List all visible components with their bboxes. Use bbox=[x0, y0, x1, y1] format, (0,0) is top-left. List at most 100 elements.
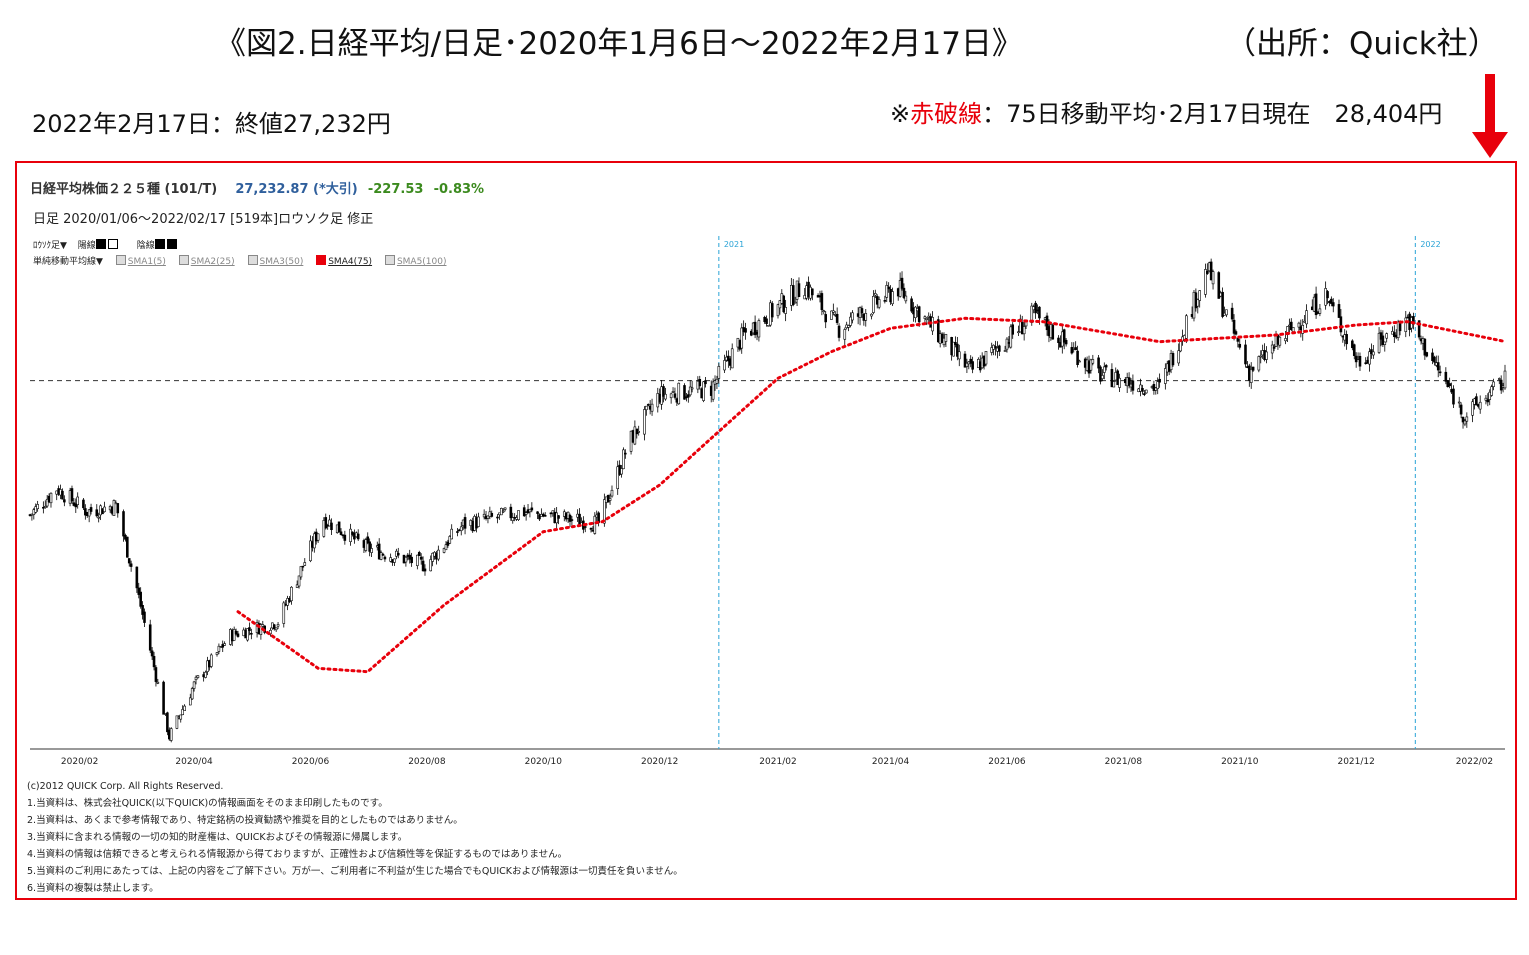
candle-body bbox=[1492, 381, 1495, 387]
candle-body bbox=[1433, 356, 1436, 363]
candle-body bbox=[370, 548, 373, 553]
sma-legend-label[interactable]: 単純移動平均線▼ bbox=[33, 257, 103, 267]
sma1-label[interactable]: SMA1(5) bbox=[127, 257, 166, 267]
candle-body bbox=[1270, 344, 1274, 354]
candle-body bbox=[984, 351, 988, 365]
candle-body bbox=[650, 403, 654, 412]
candle-body bbox=[683, 385, 686, 400]
candle-body bbox=[1278, 336, 1282, 346]
candle-body bbox=[309, 540, 312, 562]
candle-body bbox=[1289, 321, 1293, 330]
x-tick-label: 2021/10 bbox=[1221, 757, 1259, 767]
candle-body bbox=[1297, 322, 1301, 328]
candle-body bbox=[84, 508, 87, 516]
candle-body bbox=[482, 513, 486, 518]
candle-body bbox=[316, 533, 320, 541]
candle-body bbox=[1471, 401, 1474, 416]
sma3-checkbox[interactable] bbox=[247, 255, 258, 265]
candle-body bbox=[511, 517, 515, 521]
candle-body bbox=[528, 508, 532, 513]
candle-body bbox=[509, 506, 513, 519]
candle-body bbox=[421, 560, 425, 572]
candle-body bbox=[1457, 401, 1461, 404]
candle-body bbox=[860, 308, 864, 314]
candle-body bbox=[717, 366, 721, 379]
candle-body bbox=[1431, 352, 1434, 361]
sma2-label[interactable]: SMA2(25) bbox=[190, 257, 235, 267]
year-marker-label: 2022 bbox=[1420, 240, 1440, 249]
candle-body bbox=[1305, 310, 1308, 325]
candle-legend-label[interactable]: ﾛｳｿｸ足▼ bbox=[33, 241, 67, 251]
candle-body bbox=[148, 624, 152, 651]
candle-body bbox=[143, 611, 146, 623]
sma5-label[interactable]: SMA5(100) bbox=[396, 257, 447, 267]
candle-body bbox=[589, 527, 593, 530]
sma1-checkbox[interactable] bbox=[115, 255, 126, 265]
candle-body bbox=[1009, 326, 1013, 348]
candle-body bbox=[1423, 338, 1427, 356]
candle-body bbox=[757, 320, 761, 338]
sma5-checkbox[interactable] bbox=[384, 255, 395, 265]
candle-body bbox=[1238, 343, 1242, 348]
candle-body bbox=[324, 517, 328, 529]
candle-body bbox=[530, 507, 534, 511]
candle-body bbox=[1164, 368, 1167, 384]
candle-body bbox=[837, 325, 841, 338]
x-tick-label: 2020/02 bbox=[61, 757, 98, 767]
candle-body bbox=[1141, 388, 1144, 392]
down-swatch-2 bbox=[166, 239, 177, 249]
candle-body bbox=[126, 536, 129, 558]
candle-body bbox=[166, 712, 169, 733]
candle-body bbox=[1003, 350, 1007, 352]
candle-body bbox=[1022, 326, 1026, 335]
candle-body bbox=[459, 526, 463, 532]
candle-body bbox=[637, 431, 640, 433]
candle-body bbox=[730, 348, 734, 369]
candle-body bbox=[63, 499, 66, 503]
candle-body bbox=[141, 605, 144, 615]
candle-body bbox=[936, 319, 940, 343]
candle-body bbox=[410, 556, 413, 564]
candle-body bbox=[1070, 347, 1074, 354]
candle-body bbox=[849, 316, 852, 326]
sma4-checkbox[interactable] bbox=[316, 255, 327, 265]
sma3-label[interactable]: SMA3(50) bbox=[259, 257, 304, 267]
candle-body bbox=[1314, 293, 1318, 316]
candle-body bbox=[646, 404, 650, 406]
candle-body bbox=[364, 539, 368, 551]
candle-body bbox=[1265, 351, 1268, 360]
candle-body bbox=[223, 643, 226, 646]
candle-body bbox=[1358, 355, 1362, 367]
candle-body bbox=[923, 316, 927, 319]
candle-body bbox=[1038, 306, 1041, 319]
candle-body bbox=[169, 728, 173, 741]
candle-body bbox=[34, 506, 38, 513]
candle-body bbox=[1206, 270, 1209, 274]
candle-body bbox=[622, 449, 625, 470]
candle-body bbox=[767, 324, 770, 327]
sma4-label[interactable]: SMA4(75) bbox=[328, 257, 373, 267]
candle-body bbox=[931, 317, 934, 332]
chart-frame bbox=[15, 161, 1517, 900]
candle-body bbox=[608, 498, 612, 501]
candle-body bbox=[366, 536, 370, 544]
candle-body bbox=[753, 321, 757, 336]
candle-body bbox=[204, 671, 207, 678]
candle-body bbox=[620, 468, 623, 475]
candle-body bbox=[1368, 351, 1371, 365]
candle-body bbox=[1383, 341, 1387, 345]
disclaimer: (c)2012 QUICK Corp. All Rights Reserved.… bbox=[27, 778, 683, 897]
sma2-checkbox[interactable] bbox=[178, 255, 189, 265]
candle-body bbox=[1102, 366, 1106, 373]
candle-body bbox=[1177, 350, 1181, 364]
candle-body bbox=[902, 287, 906, 298]
candle-body bbox=[383, 556, 387, 560]
down-arrow-icon bbox=[1472, 74, 1508, 158]
candle-body bbox=[448, 536, 452, 544]
candle-body bbox=[740, 327, 744, 349]
candle-body bbox=[234, 630, 238, 635]
candle-body bbox=[874, 293, 877, 296]
candle-body bbox=[864, 313, 868, 321]
quote-change: -227.53 bbox=[367, 182, 424, 197]
candle-body bbox=[301, 565, 305, 568]
